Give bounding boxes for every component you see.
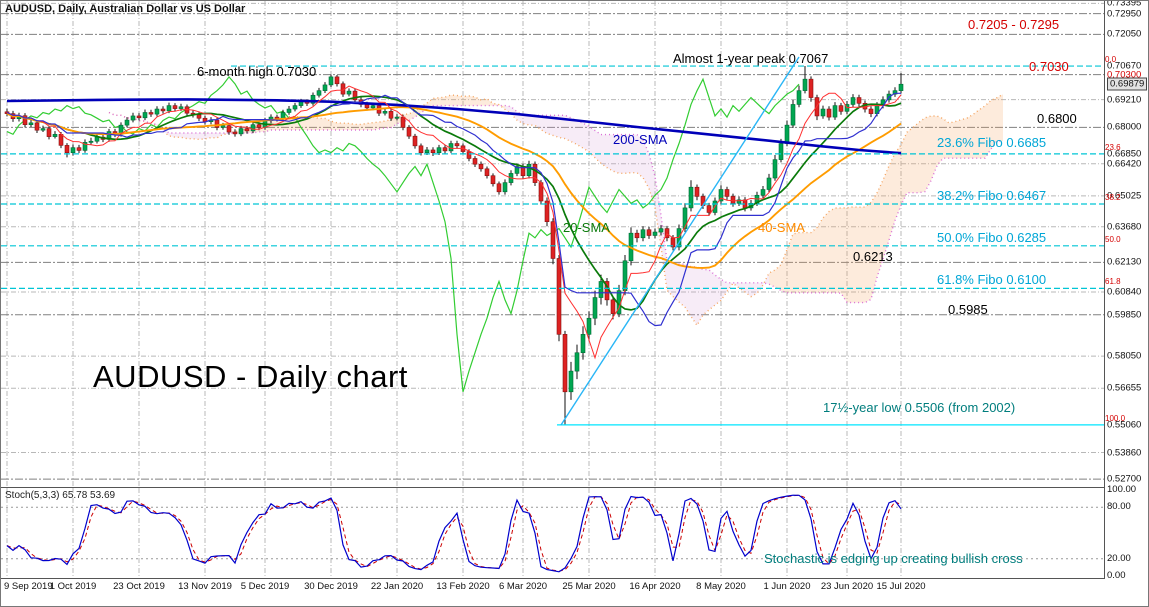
price-axis-label: 0.58050 bbox=[1107, 350, 1142, 362]
chart-annotation: 40-SMA bbox=[758, 220, 805, 235]
date-axis-label: 5 Dec 2019 bbox=[240, 581, 290, 592]
price-axis-label: 0.72050 bbox=[1107, 28, 1142, 40]
stoch-axis-label: 0.00 bbox=[1107, 570, 1126, 581]
chart-annotation: 0.5985 bbox=[948, 302, 988, 317]
chart-watermark: AUDUSD - Daily chart bbox=[93, 359, 408, 394]
main-chart-canvas[interactable] bbox=[1, 1, 1105, 487]
chart-annotation: 20-SMA bbox=[563, 220, 610, 235]
sma-200-line bbox=[6, 98, 902, 155]
date-axis-label: 13 Nov 2019 bbox=[178, 581, 232, 592]
price-axis-label: 0.70670 bbox=[1107, 60, 1142, 72]
chart-annotation: 0.7030 bbox=[1029, 59, 1069, 74]
chart-annotation: 50.0% Fibo 0.6285 bbox=[937, 230, 1047, 245]
fibo-level-tag: 0.0 bbox=[1105, 55, 1117, 65]
fibo-level-tag: 100.0 bbox=[1105, 413, 1126, 423]
chart-annotation: 17½-year low 0.5506 (from 2002) bbox=[823, 400, 1016, 415]
kijun-line bbox=[6, 92, 901, 327]
fibonacci-lines bbox=[1, 65, 1104, 426]
chikou-span-line bbox=[6, 75, 800, 392]
chart-annotation: 0.6213 bbox=[853, 249, 893, 264]
price-axis-label: 0.68000 bbox=[1107, 121, 1142, 133]
price-axis-label: 0.66420 bbox=[1107, 158, 1142, 170]
date-axis-label: 23 Oct 2019 bbox=[113, 581, 165, 592]
price-axis-label: 0.62130 bbox=[1107, 256, 1142, 268]
date-axis-label: 1 Oct 2019 bbox=[49, 581, 97, 592]
price-axis-label: 0.59850 bbox=[1107, 309, 1142, 321]
price-axis-label: 0.66850 bbox=[1107, 148, 1142, 160]
sma-40-line bbox=[6, 106, 902, 269]
price-axis-label: 0.69210 bbox=[1107, 94, 1142, 106]
stoch-axis-label: 80.00 bbox=[1107, 501, 1131, 513]
ichimoku-cloud bbox=[108, 93, 1004, 327]
tenkan-line bbox=[6, 85, 902, 360]
chart-title: AUDUSD, Daily, Australian Dollar vs US D… bbox=[5, 3, 246, 15]
price-axis-label: 0.63680 bbox=[1107, 221, 1142, 233]
stochastic-annotation: Stochastic is edging up creating bullish… bbox=[764, 551, 1023, 566]
stoch-axis-label: 20.00 bbox=[1107, 552, 1131, 564]
date-axis-label: 23 Jun 2020 bbox=[820, 581, 874, 592]
price-axis-label: 0.65025 bbox=[1107, 190, 1142, 202]
stoch-axis-label: 100.00 bbox=[1107, 484, 1137, 495]
chart-annotation: Almost 1-year peak 0.7067 bbox=[673, 51, 829, 66]
price-axis-label: 0.56655 bbox=[1107, 382, 1142, 394]
price-axis-label: 0.72950 bbox=[1107, 8, 1142, 20]
fibo-level-tag: 38.2 bbox=[1105, 193, 1121, 202]
chart-annotation: 6-month high 0.7030 bbox=[197, 64, 317, 79]
price-axis-label: 0.73395 bbox=[1107, 0, 1142, 9]
stochastic-indicator-label: Stoch(5,3,3) 65.78 53.69 bbox=[5, 490, 116, 501]
chart-annotation: 0.7205 - 0.7295 bbox=[968, 17, 1060, 32]
price-axis-label: 0.70300 bbox=[1107, 69, 1142, 81]
price-axis-label: 0.60840 bbox=[1107, 286, 1142, 298]
date-axis-label: 6 Mar 2020 bbox=[498, 581, 548, 592]
date-axis-label: 1 Jun 2020 bbox=[763, 581, 811, 592]
fibo-level-tag: 23.6 bbox=[1105, 142, 1121, 152]
trendline bbox=[560, 56, 800, 426]
date-axis-label: 9 Sep 2019 bbox=[4, 581, 53, 592]
price-axis-label: 0.55060 bbox=[1107, 419, 1142, 431]
date-axis-label: 30 Dec 2019 bbox=[304, 581, 358, 592]
fibo-level-tag: 61.8 bbox=[1105, 277, 1121, 287]
chart-annotation: 61.8% Fibo 0.6100 bbox=[937, 272, 1047, 287]
date-axis-label: 22 Jan 2020 bbox=[370, 581, 424, 592]
date-axis-label: 8 May 2020 bbox=[696, 581, 746, 592]
date-axis-label: 16 Apr 2020 bbox=[629, 581, 681, 592]
current-price-label: 0.69879 bbox=[1107, 77, 1148, 91]
stoch-grid bbox=[1, 488, 1104, 578]
date-axis-label: 13 Feb 2020 bbox=[436, 581, 490, 592]
chart-annotation: 23.6% Fibo 0.6685 bbox=[937, 135, 1047, 150]
price-axis-label: 0.52700 bbox=[1107, 473, 1142, 485]
chart-annotation: 38.2% Fibo 0.6467 bbox=[937, 188, 1047, 203]
date-axis-label: 25 Mar 2020 bbox=[562, 581, 616, 592]
stoch-d-line bbox=[6, 494, 902, 572]
stoch-k-line bbox=[6, 494, 902, 573]
price-axis-label: 0.53860 bbox=[1107, 447, 1142, 458]
chart-annotation: 0.6800 bbox=[1037, 111, 1077, 126]
stochastic-panel-canvas[interactable] bbox=[1, 487, 1105, 579]
date-axis-label: 15 Jul 2020 bbox=[876, 581, 926, 592]
sma-20-line bbox=[6, 95, 902, 311]
chart-annotation: 200-SMA bbox=[613, 132, 668, 147]
fibo-level-tag: 50.0 bbox=[1105, 234, 1121, 244]
